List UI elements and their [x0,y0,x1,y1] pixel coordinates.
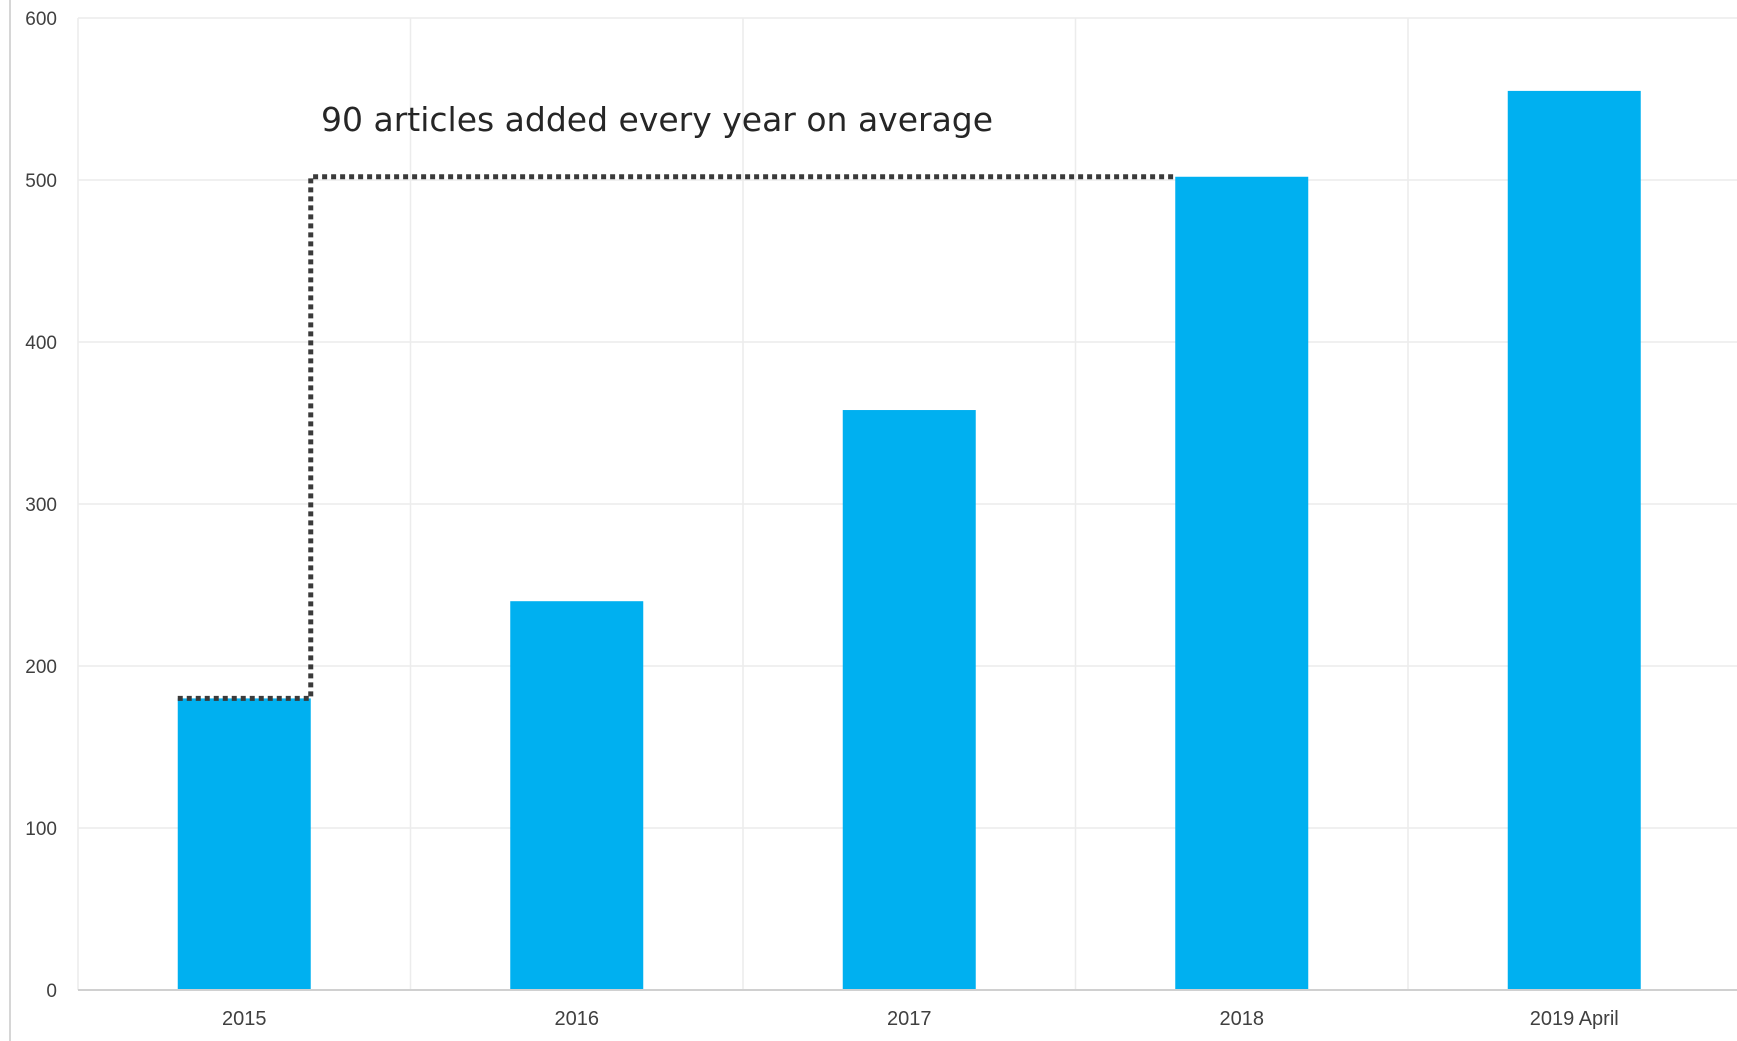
y-tick-label: 300 [25,495,57,516]
annotation-dotted-line [177,174,1176,701]
bar-2019-april [1507,90,1641,990]
bar-2017 [842,410,976,990]
y-tick-label: 100 [25,819,57,840]
annotation: 90 articles added every year on average [177,100,1176,701]
x-tick-label: 2017 [887,1008,932,1030]
x-tick-label: 2015 [222,1008,267,1030]
x-tick-label: 2019 April [1530,1008,1619,1030]
y-tick-label: 0 [46,981,57,1002]
y-tick-label: 500 [25,171,57,192]
x-tick-label: 2018 [1220,1008,1265,1030]
annotation-text: 90 articles added every year on average [321,100,993,139]
gridlines [77,17,1737,990]
bars [177,90,1641,990]
axes: 0 100 200 300 400 500 600 2015 2016 2017 2018 2019 … [9,0,1737,1041]
y-tick-label: 400 [25,333,57,354]
y-tick-label: 200 [25,657,57,678]
bar-2015 [177,698,311,990]
y-tick-label: 600 [25,9,57,30]
bar-2018 [1175,176,1309,990]
bar-2016 [510,601,644,990]
x-tick-label: 2016 [555,1008,600,1030]
